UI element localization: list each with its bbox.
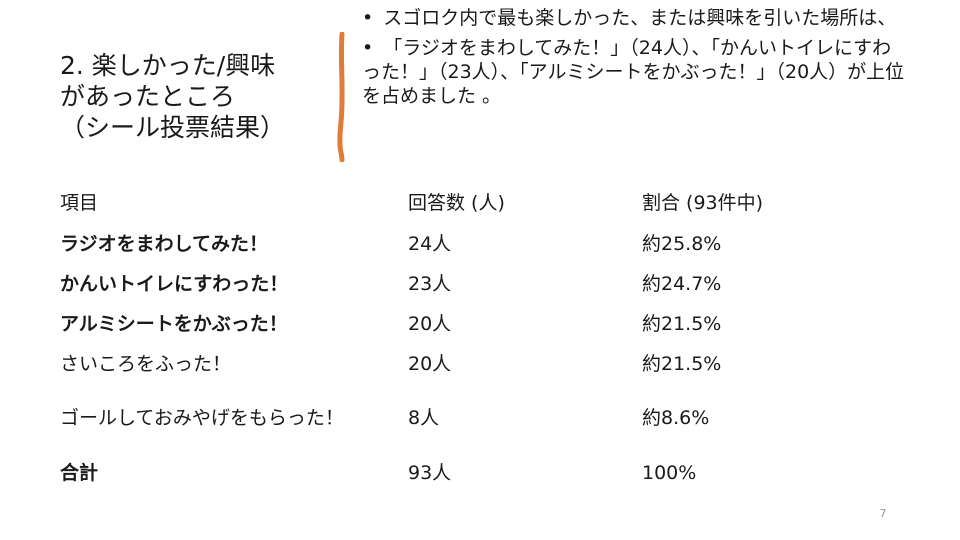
bullet-item: • スゴロク内で最も楽しかった、または興味を引いた場所は、 [362,6,907,30]
row-count: 20人 [408,353,452,375]
row-count: 23人 [408,273,452,295]
row-count: 20人 [408,313,452,335]
total-ratio: 100% [642,462,697,484]
table-total-row: 合計 93人 100% [60,452,900,494]
row-count: 8人 [408,407,440,429]
table-row: ゴールしておみやげをもらった！ 8人 約8.6% [60,384,900,452]
total-count: 93人 [408,462,452,484]
header-ratio: 割合 (93件中) [642,192,764,214]
title-line: 2. 楽しかった/興味 [60,51,276,80]
bullet-text: スゴロク内で最も楽しかった、または興味を引いた場所は、 [383,7,897,29]
title-line: があったところ [60,82,236,111]
header-item: 項目 [60,192,99,214]
table-header-row: 項目 回答数 (人) 割合 (93件中) [60,182,900,224]
table-row: さいころをふった！ 20人 約21.5% [60,344,900,384]
row-ratio: 約21.5% [642,313,722,335]
table-row: かんいトイレにすわった！ 23人 約24.7% [60,264,900,304]
row-item: かんいトイレにすわった！ [60,273,289,295]
accent-divider [337,32,345,162]
table-row: ラジオをまわしてみた！ 24人 約25.8% [60,224,900,264]
bullet-item: • 「ラジオをまわしてみた！」（24人）、「かんいトイレにすわった！」（23人）、… [362,36,907,108]
row-item: さいころをふった！ [60,353,232,375]
row-ratio: 約25.8% [642,233,722,255]
row-item: ゴールしておみやげをもらった！ [60,407,344,429]
page-number: 7 [879,507,887,520]
row-ratio: 約8.6% [642,407,710,429]
row-item: ラジオをまわしてみた！ [60,233,269,255]
results-table: 項目 回答数 (人) 割合 (93件中) ラジオをまわしてみた！ 24人 約25… [60,182,900,494]
row-item: アルミシートをかぶった！ [60,313,288,335]
header-count: 回答数 (人) [408,192,505,214]
summary-bullets: • スゴロク内で最も楽しかった、または興味を引いた場所は、 • 「ラジオをまわしてみ… [362,6,907,114]
bullet-marker: • [362,37,374,59]
title-line: （シール投票結果） [60,113,286,142]
row-count: 24人 [408,233,452,255]
bullet-marker: • [362,7,374,29]
row-ratio: 約24.7% [642,273,722,295]
bullet-text: 「ラジオをまわしてみた！」（24人）、「かんいトイレにすわった！」（23人）、「… [362,37,905,107]
table-row: アルミシートをかぶった！ 20人 約21.5% [60,304,900,344]
total-item: 合計 [60,462,99,484]
row-ratio: 約21.5% [642,353,722,375]
slide-title: 2. 楽しかった/興味 があったところ （シール投票結果） [60,50,330,143]
